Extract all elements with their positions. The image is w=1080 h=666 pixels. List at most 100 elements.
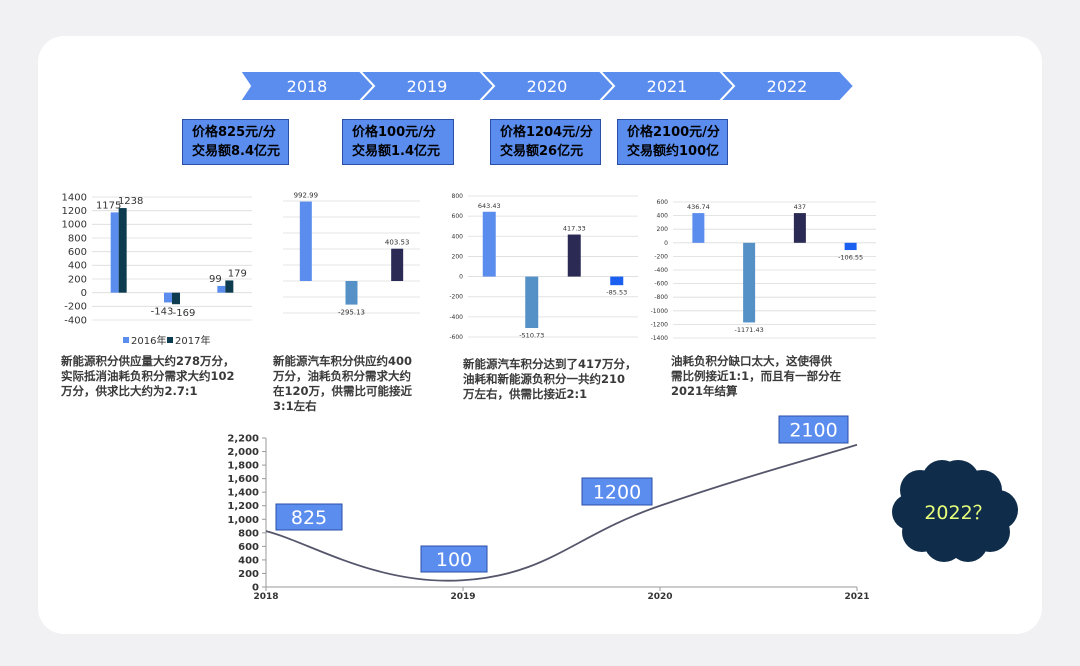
bar (525, 276, 539, 329)
timeline-year-label: 2019 (407, 77, 448, 96)
price-trend-line-chart: 0 200 400 600 800 1,000 1,200 1,400 1,600 1,800 2,… (227, 415, 870, 602)
y-tick-label: 600 (452, 213, 464, 220)
bar (692, 213, 705, 243)
price-box-line1: 价格1204元/分 (500, 125, 593, 140)
y-tick-label: 600 (68, 247, 87, 258)
note-line: 万分，油耗负积分需求大约 (273, 369, 411, 383)
bar (391, 248, 404, 281)
y-tick-label: 0 (664, 240, 668, 247)
y-tick-label: 800 (238, 528, 259, 539)
value-label: 825 (291, 507, 327, 529)
chart-2018-bars: -400 -200 0 200 400 600 800 1000 1200 1400 1175 -14… (62, 192, 252, 347)
bar (110, 212, 119, 293)
y-tick-label: 1,600 (227, 474, 259, 485)
data-label: 99 (209, 274, 222, 285)
bar (172, 292, 180, 305)
y-tick-label: 200 (657, 226, 669, 233)
note-2018: 新能源积分供应量大约278万分， 实际抵消油耗负积分需求大约102 万分，供求比… (61, 354, 271, 399)
data-label: -510.73 (519, 332, 544, 340)
data-label: -169 (173, 308, 196, 319)
price-box-line2: 交易额1.4亿元 (352, 144, 441, 159)
legend-swatch (123, 337, 129, 343)
y-tick-label: -200 (449, 294, 463, 301)
y-tick-label: 400 (68, 261, 87, 272)
data-label: 1238 (118, 196, 143, 207)
bar (225, 280, 234, 293)
y-tick-label: 2,000 (227, 447, 259, 458)
chart-2019-bars: 992.99 -295.13 403.53 (283, 192, 420, 317)
x-tick-label: 2020 (647, 592, 672, 602)
price-box-line2: 交易额8.4亿元 (192, 144, 281, 159)
bar (743, 242, 756, 323)
bar (567, 234, 581, 277)
legend-label: 2016年 (131, 334, 166, 347)
y-tick-label: 400 (657, 213, 669, 220)
y-tick-label: 200 (452, 253, 464, 260)
y-tick-label: -1400 (651, 335, 669, 342)
price-box-2019: 价格100元/分 交易额1.4亿元 (342, 119, 454, 165)
price-box-line1: 价格2100元/分 (627, 125, 720, 140)
chart-2021-bars: -1400 -1200 -1000 -800 -600 -400 -200 0 200 400 60… (651, 199, 876, 342)
timeline-year-label: 2018 (287, 77, 328, 96)
bar (844, 242, 857, 251)
price-box-2020: 价格1204元/分 交易额26亿元 (490, 119, 601, 165)
bar (345, 281, 358, 305)
y-tick-label: 0 (459, 274, 463, 281)
data-label: 403.53 (385, 239, 410, 247)
y-tick-label: 2,200 (227, 434, 259, 445)
legend-swatch (167, 337, 173, 343)
note-line: 油耗负积分缺口太大，这使得供 (671, 354, 832, 368)
y-tick-label: 1200 (62, 206, 87, 217)
y-tick-label: 800 (68, 233, 87, 244)
y-tick-label: 600 (657, 199, 669, 206)
data-label: -1171.43 (735, 326, 764, 334)
note-line: 需比例接近1:1，而且有一部分在 (671, 369, 842, 383)
price-box-line1: 价格825元/分 (192, 125, 276, 140)
y-tick-label: -600 (654, 281, 668, 288)
note-line: 万左右，供需比接近2:1 (463, 387, 588, 401)
value-label-box (275, 503, 343, 531)
note-line: 油耗和新能源负积分一共约210 (463, 372, 626, 386)
y-tick-label: -200 (654, 253, 668, 260)
y-tick-label: 1,800 (227, 461, 259, 472)
price-box-2021: 价格2100元/分 交易额约100亿 (617, 119, 728, 165)
timeline-year-label: 2022 (767, 77, 808, 96)
note-2020: 新能源汽车积分达到了417万分， 油耗和新能源负积分一共约210 万左右，供需比… (463, 357, 663, 402)
chart-2020-bars: -600 -400 -200 0 200 400 600 800 643.43 -510.73 41… (449, 193, 638, 341)
y-tick-label: 1,000 (227, 515, 259, 526)
y-tick-label: 0 (252, 583, 259, 594)
bar (610, 276, 624, 286)
y-tick-label: -1000 (651, 308, 669, 315)
price-box-line1: 价格100元/分 (352, 125, 436, 140)
y-tick-label: 1000 (62, 220, 87, 231)
trend-line (265, 443, 858, 582)
note-line: 新能源汽车积分达到了417万分， (463, 357, 637, 371)
note-line: 3:1左右 (273, 399, 317, 413)
value-label: 1200 (593, 482, 641, 504)
data-label: 437 (794, 203, 806, 211)
y-tick-label: -600 (449, 334, 463, 341)
note-line: 万分，供求比大约为2.7:1 (61, 384, 198, 398)
y-tick-label: -1200 (651, 321, 669, 328)
bar (793, 213, 806, 243)
data-label: 417.33 (563, 225, 586, 233)
timeline-year-label: 2021 (647, 77, 688, 96)
data-label: 992.99 (294, 192, 319, 200)
value-label: 2100 (789, 420, 837, 442)
question-cloud: 2022？ (892, 460, 1018, 562)
note-line: 新能源汽车积分供应约400 (273, 354, 413, 368)
y-tick-label: 400 (238, 555, 259, 566)
timeline-year-label: 2020 (527, 77, 568, 96)
bar (118, 208, 127, 293)
cloud-puff (922, 476, 994, 548)
timeline-arrows: 2018 2019 2020 2021 2022 (238, 70, 856, 102)
bar (299, 201, 312, 281)
note-line: 在120万，供需比可能接近 (273, 384, 413, 398)
x-tick-label: 2019 (450, 592, 475, 602)
x-tick-label: 2018 (253, 592, 278, 602)
y-tick-label: 200 (68, 274, 87, 285)
data-label: -295.13 (338, 309, 365, 317)
note-line: 2021年结算 (671, 384, 738, 398)
timeline-arrow (717, 70, 856, 102)
